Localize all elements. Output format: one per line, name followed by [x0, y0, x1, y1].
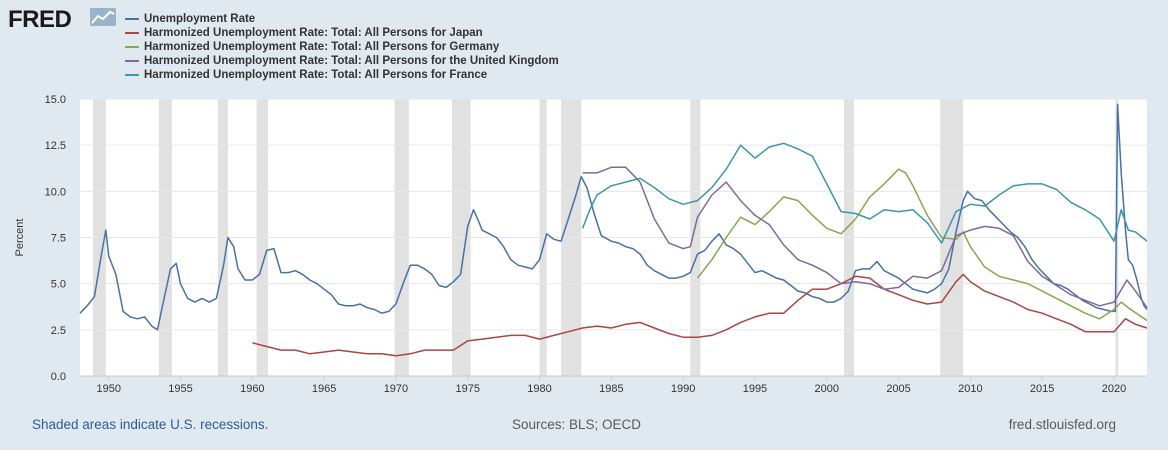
x-tick-label: 2015: [1030, 383, 1054, 395]
legend-item-3[interactable]: Harmonized Unemployment Rate: Total: All…: [125, 54, 559, 68]
x-tick-label: 1965: [312, 383, 336, 395]
series-line-0: [79, 103, 1148, 331]
x-tick-label: 2005: [886, 383, 910, 395]
y-tick-label: 12.5: [45, 140, 66, 152]
y-tick-label: 0.0: [51, 371, 66, 383]
x-tick-label: 1995: [743, 383, 767, 395]
legend-swatch-icon: [125, 32, 139, 34]
x-tick-label: 2000: [815, 383, 839, 395]
x-tick-label: 2010: [958, 383, 982, 395]
y-tick-label: 7.5: [51, 233, 66, 245]
series-line-3: [582, 166, 1148, 309]
y-tick-label: 5.0: [51, 279, 66, 291]
series-line-1: [252, 273, 1148, 357]
recession-note: Shaded areas indicate U.S. recessions.: [32, 417, 269, 432]
x-tick-label: 1975: [455, 383, 479, 395]
x-tick-label: 1970: [384, 383, 408, 395]
series-line-4: [581, 142, 1148, 244]
legend-label: Harmonized Unemployment Rate: Total: All…: [144, 69, 488, 81]
trend-line-icon: [90, 8, 116, 26]
legend-label: Harmonized Unemployment Rate: Total: All…: [144, 41, 500, 53]
legend-item-4[interactable]: Harmonized Unemployment Rate: Total: All…: [125, 68, 559, 82]
x-tick-label: 1980: [527, 383, 551, 395]
legend-label: Harmonized Unemployment Rate: Total: All…: [144, 27, 483, 39]
x-tick-label: 2020: [1102, 383, 1126, 395]
y-tick-label: 2.5: [51, 325, 66, 337]
legend-item-0[interactable]: Unemployment Rate: [125, 12, 559, 26]
fred-logo[interactable]: FRED: [8, 6, 72, 33]
site-link[interactable]: fred.stlouisfed.org: [1008, 417, 1116, 432]
chart-canvas: 0.0 2.5 5.0 7.5 10.0 12.5 15.0 1950 1955 1960 1965…: [14, 94, 1148, 395]
x-tick-label: 1950: [96, 383, 120, 395]
y-tick-label: 15.0: [45, 94, 66, 106]
legend-swatch-icon: [125, 60, 139, 62]
legend-swatch-icon: [125, 74, 139, 76]
sources-note: Sources: BLS; OECD: [512, 417, 642, 432]
y-axis-label: Percent: [14, 219, 26, 257]
x-tick-label: 1955: [168, 383, 192, 395]
legend-label: Unemployment Rate: [144, 13, 256, 25]
legend-swatch-icon: [125, 18, 139, 20]
series-line-2: [696, 168, 1148, 322]
x-tick-label: 1960: [240, 383, 264, 395]
legend-swatch-icon: [125, 46, 139, 48]
legend-label: Harmonized Unemployment Rate: Total: All…: [144, 55, 559, 67]
legend-item-2[interactable]: Harmonized Unemployment Rate: Total: All…: [125, 40, 559, 54]
y-tick-label: 10.0: [45, 186, 66, 198]
chart-legend: Unemployment Rate Harmonized Unemployment…: [125, 12, 559, 82]
x-tick-label: 1985: [599, 383, 623, 395]
x-tick-label: 1990: [671, 383, 695, 395]
legend-item-1[interactable]: Harmonized Unemployment Rate: Total: All…: [125, 26, 559, 40]
